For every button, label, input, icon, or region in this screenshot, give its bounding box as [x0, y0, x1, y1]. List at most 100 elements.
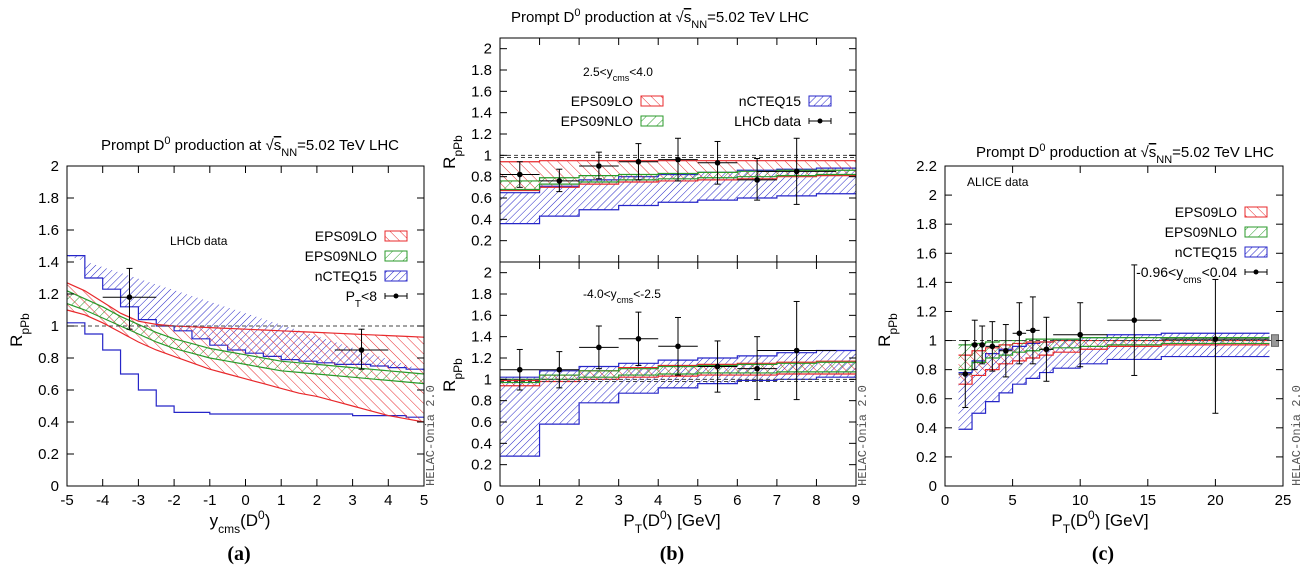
panel-c-ylabel: RpPb	[875, 313, 900, 347]
panel-b-bottom-xtick-label-1: 1	[535, 492, 543, 509]
panel-a-ytick-label-5: 1	[51, 318, 59, 335]
panel-b-top-legend-2-swatch	[640, 115, 664, 127]
panel-c-legend-1-label: EPS09NLO	[1165, 224, 1237, 240]
panel-b-top-ytick-label-2: 0.6	[471, 190, 492, 207]
panel-a-ytick-label-6: 1.2	[38, 286, 59, 303]
panel-c-point-1	[971, 342, 978, 348]
panel-a-label: (a)	[227, 543, 250, 565]
panel-b-bottom-point-4	[675, 343, 681, 350]
panel-c-ytick-label-1: 0.2	[916, 449, 937, 466]
panel-b-top-annotation: 2.5<ycms<4.0	[583, 65, 653, 83]
panel-a-xtick-label-0: -5	[60, 492, 73, 509]
panel-b-top-band-eps09nlo	[500, 170, 856, 190]
panel-a-ytick-label-3: 0.6	[38, 382, 59, 399]
panel-c-ytick-label-6: 1.2	[916, 303, 937, 320]
panel-a-ylabel: RpPb	[7, 313, 32, 347]
panel-b-top-ytick-label-1: 0.4	[471, 211, 492, 228]
panel-b-bottom-point-1	[556, 366, 563, 373]
panel-b-top-ytick-label-7: 1.6	[471, 83, 492, 100]
panel-b-bottom-xtick-label-3: 3	[614, 492, 622, 509]
panel-a-ytick-label-1: 0.2	[38, 446, 59, 463]
panel-c-point-6	[1030, 327, 1036, 334]
panel-a-ytick-label-7: 1.4	[38, 254, 59, 271]
panel-c-ytick-label-4: 0.8	[916, 362, 937, 379]
panel-a-band-ncteq15-lower-edge	[67, 322, 424, 418]
panel-c-point-5	[1016, 330, 1023, 337]
panel-b-top-ytick-label-4: 1	[484, 147, 492, 164]
panel-b-bottom-ytick-label-8: 1.6	[471, 307, 492, 324]
panel-a-xtick-label-3: -2	[167, 492, 180, 509]
panel-c-ytick-label-7: 1.4	[916, 274, 937, 291]
panel-c-frame	[944, 165, 1284, 487]
panel-b-top-point-6	[754, 177, 760, 183]
panel-c-point-7	[1043, 346, 1050, 353]
panel-c-xtick-label-3: 15	[1139, 492, 1156, 509]
panel-b-bottom: 0 1 2 3 4 5 6 7 8 9 0 0.2 0.4 0.6 0.8 1 1.2 1.4 1.6 1.8 2 -4.…	[471, 261, 860, 509]
panel-c-legend-1-swatch	[1244, 226, 1268, 238]
panel-b-top-ytick-label-6: 1.4	[471, 105, 492, 122]
panel-b-top-ytick-label-5: 1.2	[471, 126, 492, 143]
panel-c-point-4	[1003, 347, 1009, 354]
panel-c-watermark: HELAC-Onia 2.0	[1290, 385, 1304, 486]
panel-a-xtick-label-10: 5	[420, 492, 428, 509]
panel-b-plot: 0.2 0.4 0.6 0.8 1 1.2 1.4 1.6 1.8 2 2.5<ycms<4.0 EP…	[471, 37, 870, 509]
panel-c-point-0	[962, 371, 969, 377]
panel-b-top-legend-3-label: LHCb data	[734, 113, 801, 129]
panel-c-point-8	[1077, 331, 1083, 338]
panel-b-label: (b)	[660, 543, 684, 565]
panel-b-top-ytick-label-9: 2	[484, 41, 492, 58]
panel-a-title: Prompt D0 production at √sNN=5.02 TeV LH…	[101, 135, 399, 159]
panel-a-legend-1-label: EPS09NLO	[305, 248, 377, 264]
panel-a-band-eps09nlo	[67, 290, 424, 384]
panel-b-top-legend-1-swatch	[808, 95, 832, 107]
panel-a-xtick-label-9: 4	[384, 492, 392, 509]
panel-a-plot: -5 -4 -3 -2 -1 0 1 2 3 4 5 0 0.2 0.4 0.6 0.8 1 1.2 1.4 1.6 1…	[38, 158, 438, 509]
panel-a-xtick-label-7: 2	[313, 492, 321, 509]
panel-a-band-eps09lo-lower-edge	[66, 309, 425, 423]
panel-c-label: (c)	[1092, 543, 1114, 565]
panel-b-top-ytick-label-0: 0.2	[471, 233, 492, 250]
panel-b-top-point-1	[556, 178, 563, 184]
panel-a-annotation: LHCb data	[170, 234, 228, 248]
panel-c-ytick-label-2: 0.4	[916, 420, 937, 437]
panel-c-xtick-label-5: 25	[1275, 492, 1292, 509]
panel-c-legend-2-label: nCTEQ15	[1175, 244, 1237, 260]
panel-b-top-point-2	[596, 163, 602, 169]
panel-c-xtick-label-2: 10	[1072, 492, 1089, 509]
panel-b-bottom-ytick-label-6: 1.2	[471, 350, 492, 367]
panel-c-plot: 0 5 10 15 20 25 0 0.2 0.4 0.6 0.8 1 1.2 1.4 1.6 1.8 2 2.2…	[916, 158, 1304, 509]
panel-c-band-eps09lo	[958, 340, 1270, 385]
panel-b-top-ylabel: RpPb	[440, 135, 465, 169]
panel-b-top-band-ncteq15-lower-edge	[500, 193, 856, 225]
panel-c-legend-0-label: EPS09LO	[1175, 204, 1237, 220]
panel-b-bottom-point-0	[516, 366, 523, 373]
panel-b-bottom-ytick-label-10: 2	[484, 265, 492, 282]
panel-a-band-eps09nlo-upper-edge	[66, 290, 425, 375]
panel-c-point-3	[989, 343, 996, 350]
panel-a-legend-0-label: EPS09LO	[315, 228, 377, 244]
panel-b-top-ytick-label-3: 0.8	[471, 169, 492, 186]
panel-b-bottom-ytick-label-9: 1.8	[471, 286, 492, 303]
panel-a-ytick-label-10: 2	[51, 158, 59, 175]
panel-a-band-eps09lo	[67, 282, 424, 422]
panel-b-watermark: HELAC-Onia 2.0	[856, 385, 870, 486]
panel-a-xtick-label-8: 3	[348, 492, 356, 509]
panel-a-legend-1-swatch	[384, 250, 408, 262]
panel-c-ytick-label-10: 2	[929, 187, 937, 204]
panel-b-bottom-point-6	[754, 365, 760, 372]
panel-b-top-point-3	[635, 158, 642, 165]
panel-b-bottom-ytick-label-0: 0	[484, 478, 492, 495]
panel-a-xtick-label-2: -3	[132, 492, 145, 509]
panel-b-bottom-ytick-label-3: 0.6	[471, 414, 492, 431]
panel-c-ytick-label-3: 0.6	[916, 391, 937, 408]
panel-c-band-ncteq15-lower-edge	[958, 355, 1270, 430]
panel-c-ytick-label-9: 1.8	[916, 216, 937, 233]
panel-b-top-point-7	[793, 168, 800, 175]
panel-b-xlabel: PT(D0) [GeV]	[623, 508, 720, 536]
panel-b-top-ytick-label-8: 1.8	[471, 62, 492, 79]
panel-b-top-legend-0-swatch	[640, 95, 664, 107]
panel-b-bottom-point-7	[793, 347, 800, 354]
panel-c-xtick-label-1: 5	[1008, 492, 1016, 509]
panel-a-xtick-label-4: -1	[203, 492, 216, 509]
